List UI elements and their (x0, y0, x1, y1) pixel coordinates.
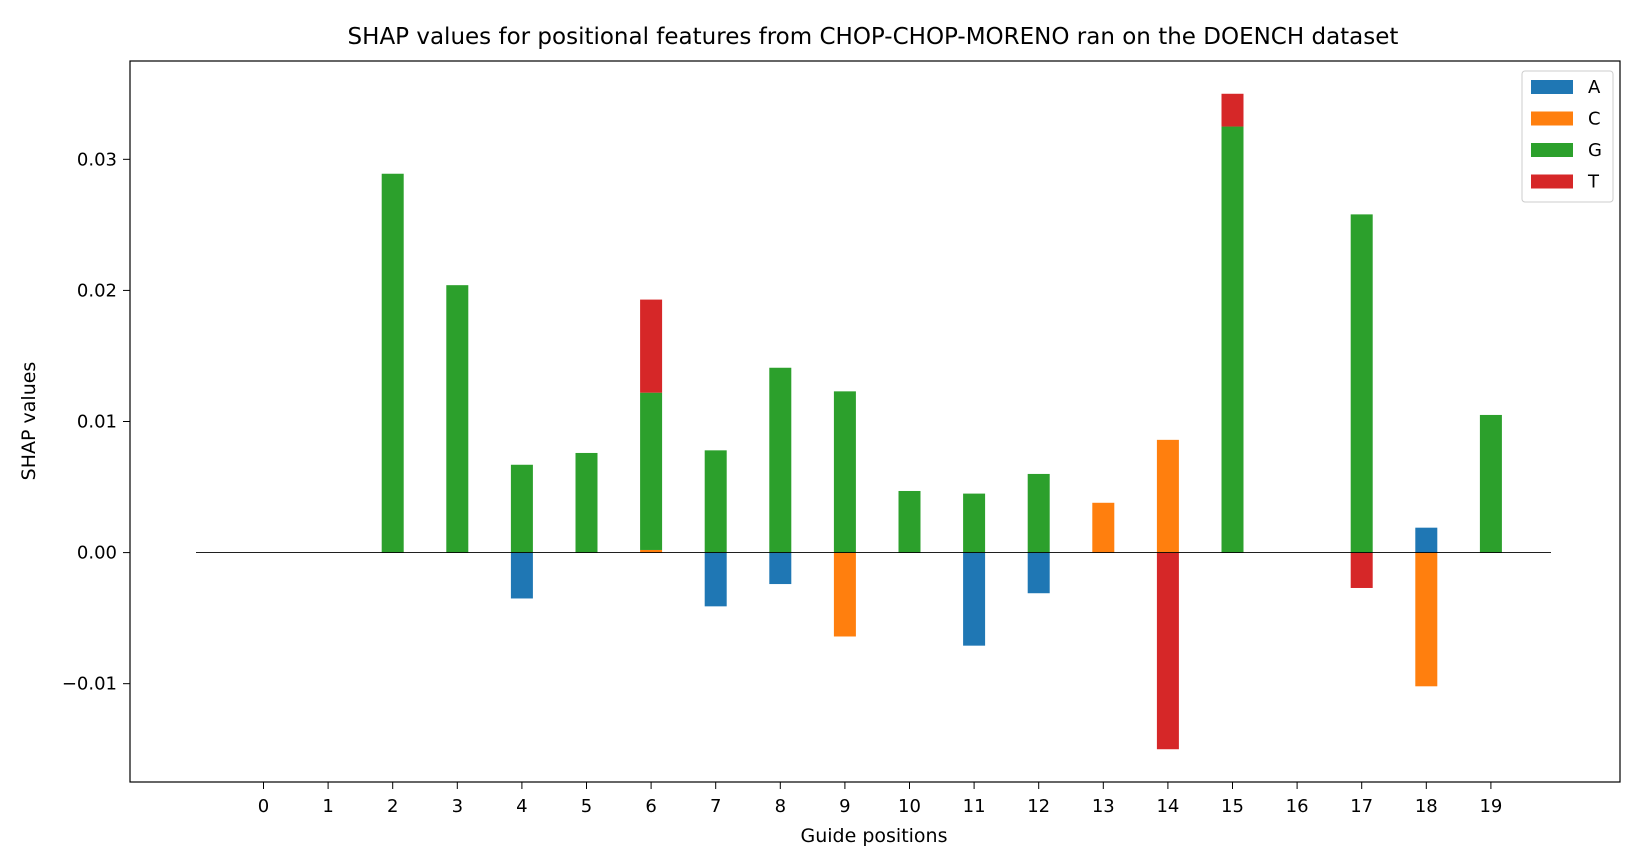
x-tick-label: 5 (581, 796, 592, 817)
legend-label-A: A (1588, 77, 1601, 98)
x-tick-label: 16 (1286, 796, 1309, 817)
bar-G-pos-7 (704, 450, 727, 553)
bar-A-pos-11 (963, 552, 986, 646)
y-tick-label: −0.01 (62, 674, 117, 695)
bar-G-pos-4 (510, 464, 533, 553)
bar-G-pos-15 (1221, 126, 1244, 553)
x-tick-label: 17 (1350, 796, 1373, 817)
x-tick-label: 13 (1092, 796, 1115, 817)
y-tick-label: 0.03 (77, 149, 117, 170)
y-tick-label: 0.02 (77, 280, 117, 301)
x-tick-label: 12 (1027, 796, 1050, 817)
x-tick-label: 15 (1221, 796, 1244, 817)
bar-G-pos-8 (769, 367, 792, 553)
x-tick-label: 4 (516, 796, 527, 817)
x-tick-label: 6 (645, 796, 656, 817)
x-tick-label: 3 (452, 796, 463, 817)
bar-T-pos-17 (1350, 552, 1373, 588)
x-tick-label: 19 (1479, 796, 1502, 817)
plot-frame (129, 60, 1621, 783)
y-axis-label: SHAP values (18, 362, 40, 481)
x-tick-label: 10 (898, 796, 921, 817)
legend-swatch-G (1531, 143, 1573, 157)
bar-A-pos-4 (510, 552, 533, 599)
bar-G-pos-17 (1350, 214, 1373, 553)
chart-title: SHAP values for positional features from… (348, 24, 1399, 50)
bar-G-pos-3 (446, 285, 469, 553)
y-axis: −0.01 0.00 0.01 0.02 0.03 (62, 149, 130, 695)
bar-A-pos-18 (1415, 527, 1438, 553)
bar-T-pos-14 (1156, 552, 1179, 750)
x-tick-label: 7 (710, 796, 721, 817)
x-tick-label: 1 (322, 796, 333, 817)
bar-G-pos-2 (381, 173, 404, 553)
bar-C-pos-14 (1156, 439, 1179, 553)
legend-swatch-A (1531, 80, 1573, 94)
bar-C-pos-13 (1092, 502, 1115, 553)
bar-T-pos-15 (1221, 93, 1244, 127)
y-tick-label: 0.00 (77, 543, 117, 564)
bar-C-pos-6 (640, 549, 663, 553)
x-tick-label: 8 (775, 796, 786, 817)
x-axis-label: Guide positions (801, 825, 948, 847)
bar-A-pos-8 (769, 552, 792, 585)
bar-C-pos-18 (1415, 552, 1438, 687)
bar-G-pos-19 (1479, 414, 1502, 553)
bars-layer (381, 93, 1502, 750)
bar-G-pos-6 (640, 392, 663, 550)
legend-swatch-T (1531, 174, 1573, 189)
y-tick-label: 0.01 (77, 412, 117, 433)
legend-label-G: G (1588, 140, 1602, 161)
x-tick-label: 9 (839, 796, 850, 817)
x-tick-label: 14 (1156, 796, 1179, 817)
legend-label-C: C (1588, 109, 1601, 130)
legend-box (1521, 70, 1614, 203)
x-tick-label: 18 (1415, 796, 1438, 817)
bar-A-pos-12 (1027, 552, 1050, 594)
bar-G-pos-9 (833, 391, 856, 553)
bar-G-pos-12 (1027, 473, 1050, 553)
x-tick-label: 0 (258, 796, 269, 817)
x-tick-label: 2 (387, 796, 398, 817)
x-axis: 0 1 2 3 4 5 6 7 8 9 10 11 12 13 14 15 16 17 18 19 (258, 782, 1502, 817)
bar-G-pos-5 (575, 452, 598, 553)
legend-swatch-C (1531, 111, 1573, 126)
x-tick-label: 11 (963, 796, 986, 817)
bar-A-pos-7 (704, 552, 727, 607)
legend-label-T: T (1587, 172, 1600, 193)
bar-C-pos-9 (833, 552, 856, 637)
bar-G-pos-11 (963, 493, 986, 553)
bar-T-pos-6 (640, 299, 663, 393)
bar-G-pos-10 (898, 490, 921, 553)
